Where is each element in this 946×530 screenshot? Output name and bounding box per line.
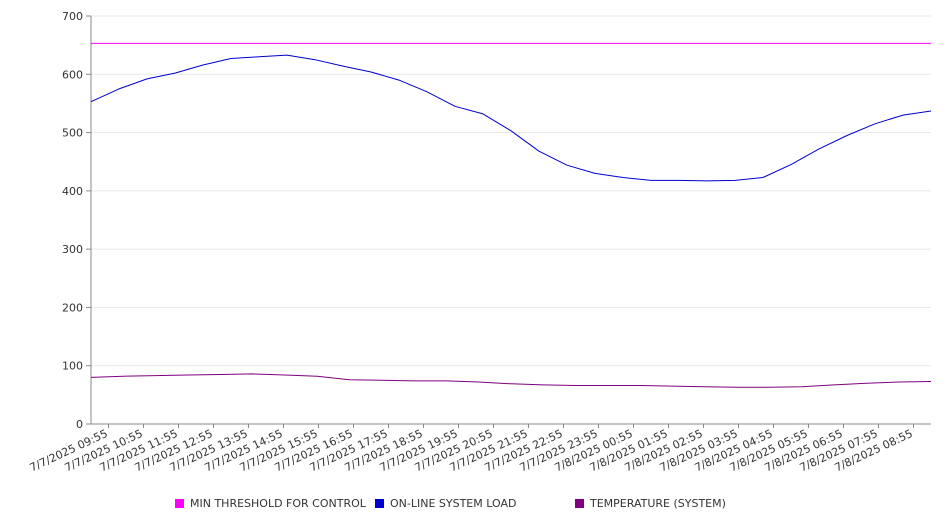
- legend-item-system-load: ON-LINE SYSTEM LOAD: [375, 497, 516, 510]
- legend-swatch-system-load: [375, 499, 384, 508]
- y-tick-label: 700: [62, 10, 83, 23]
- series-line-temperature: [90, 373, 932, 388]
- legend-label-min-threshold: MIN THRESHOLD FOR CONTROL: [190, 497, 366, 510]
- y-tick-label: 600: [62, 68, 83, 81]
- y-tick-label: 200: [62, 301, 83, 314]
- y-tick-label: 100: [62, 360, 83, 373]
- legend-item-temperature: TEMPERATURE (SYSTEM): [575, 497, 726, 510]
- legend-swatch-temperature: [575, 499, 584, 508]
- chart-legend: MIN THRESHOLD FOR CONTROL ON-LINE SYSTEM…: [0, 497, 946, 517]
- y-tick-label: 500: [62, 127, 83, 140]
- y-tick-label: 400: [62, 185, 83, 198]
- legend-item-min-threshold: MIN THRESHOLD FOR CONTROL: [175, 497, 366, 510]
- y-tick-label: 300: [62, 243, 83, 256]
- legend-label-system-load: ON-LINE SYSTEM LOAD: [390, 497, 517, 510]
- series-line-system-load: [90, 54, 932, 182]
- legend-label-temperature: TEMPERATURE (SYSTEM): [590, 497, 726, 510]
- y-tick-label: 0: [76, 418, 83, 431]
- legend-swatch-min-threshold: [175, 499, 184, 508]
